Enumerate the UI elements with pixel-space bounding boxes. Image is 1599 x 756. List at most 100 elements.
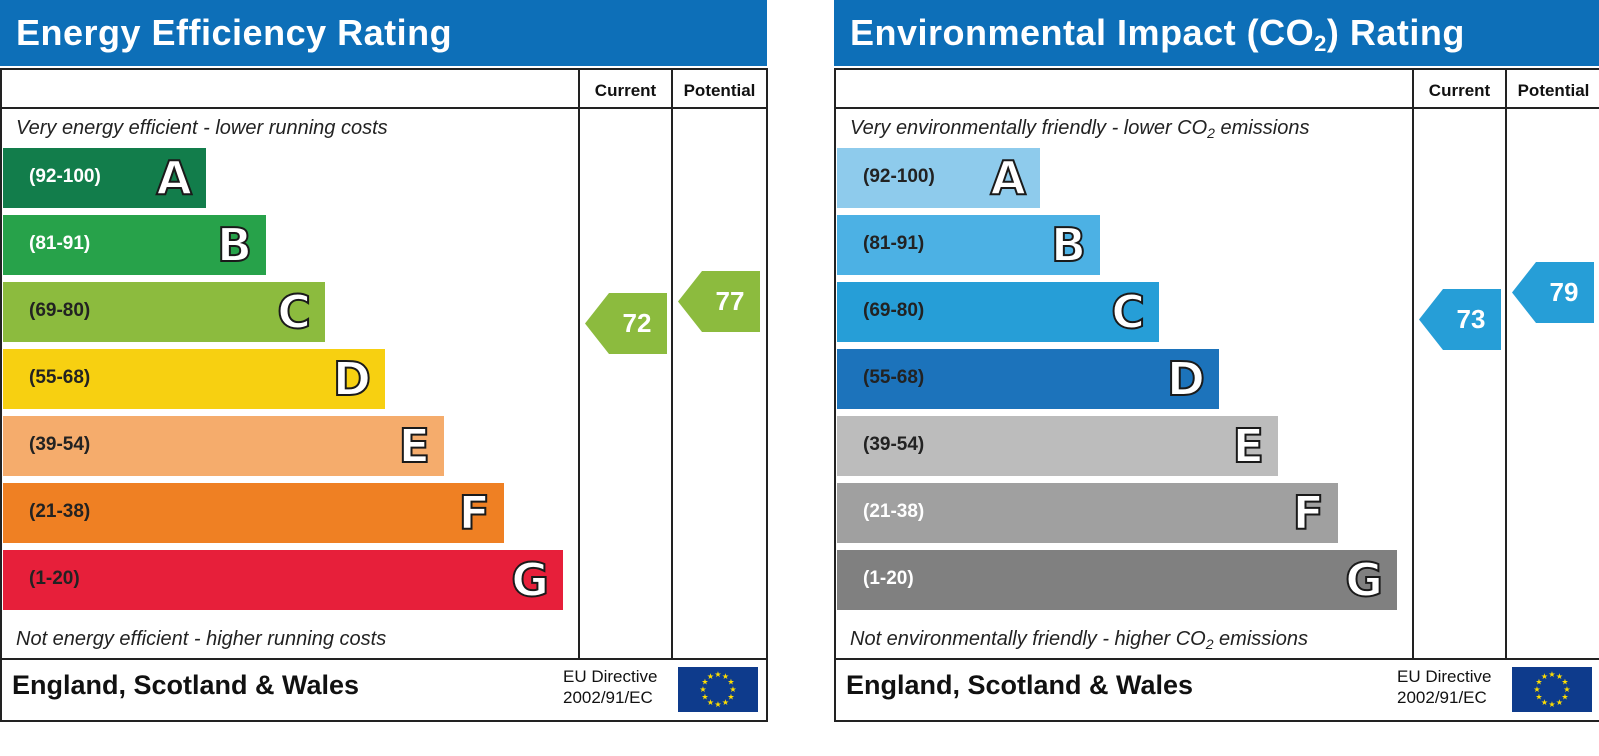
current-rating-arrow: 72 xyxy=(585,293,667,354)
top-caption: Very environmentally friendly - lower CO… xyxy=(850,117,1310,141)
rating-band-f: (21-38) F xyxy=(3,483,504,543)
band-letter-label: G xyxy=(1344,552,1384,608)
band-letter-label: B xyxy=(1050,217,1087,273)
svg-text:★: ★ xyxy=(701,678,708,687)
column-divider xyxy=(671,68,673,658)
rating-band-e: (39-54) E xyxy=(837,416,1278,476)
column-divider xyxy=(1505,68,1507,658)
band-range-label: (69-80) xyxy=(29,300,91,321)
environmental-impact-title: Environmental Impact (CO2) Rating xyxy=(850,12,1465,56)
svg-text:★: ★ xyxy=(1561,693,1568,702)
band-range-label: (92-100) xyxy=(863,166,935,187)
rating-band-e: (39-54) E xyxy=(3,416,444,476)
footer-divider xyxy=(0,658,768,660)
top-caption: Very energy efficient - lower running co… xyxy=(16,117,388,139)
footer-country: England, Scotland & Wales xyxy=(846,670,1194,700)
current-column-header: Current xyxy=(594,81,657,100)
current-rating-arrow: 73 xyxy=(1419,289,1501,350)
band-letter-label: A xyxy=(989,150,1027,206)
band-letter-label: G xyxy=(510,552,550,608)
potential-column-header: Potential xyxy=(1517,81,1590,100)
eu-directive-text: EU Directive 2002/91/EC xyxy=(563,666,657,708)
current-rating-value: 73 xyxy=(1456,304,1486,334)
eu-directive-line: EU Directive xyxy=(1397,667,1492,686)
svg-text:★: ★ xyxy=(699,685,706,694)
svg-text:★: ★ xyxy=(1541,698,1548,707)
band-letter-label: C xyxy=(276,284,312,340)
rating-band-b: (81-91) B xyxy=(837,215,1100,275)
header-divider xyxy=(834,107,1599,109)
eu-flag-icon: ★★★★★★★★★ ★ ★★ xyxy=(678,667,758,712)
band-letter-label: E xyxy=(1232,418,1265,474)
svg-text:★: ★ xyxy=(1563,685,1570,694)
rating-band-d: (55-68) D xyxy=(3,349,385,409)
svg-text:★: ★ xyxy=(707,698,714,707)
energy-efficiency-panel: Energy Efficiency Rating Current Potenti… xyxy=(0,0,768,722)
svg-text:★: ★ xyxy=(1556,672,1563,681)
footer-divider xyxy=(834,658,1599,660)
footer-country: England, Scotland & Wales xyxy=(12,670,360,700)
rating-band-a: (92-100) A xyxy=(3,148,206,208)
svg-text:★: ★ xyxy=(714,670,721,679)
band-range-label: (55-68) xyxy=(863,367,925,388)
svg-text:★: ★ xyxy=(729,685,736,694)
svg-text:★: ★ xyxy=(727,693,734,702)
svg-text:★: ★ xyxy=(1548,670,1555,679)
band-range-label: (69-80) xyxy=(863,300,925,321)
rating-band-a: (92-100) A xyxy=(837,148,1040,208)
energy-efficiency-title-bar: Energy Efficiency Rating xyxy=(0,0,767,66)
rating-band-g: (1-20) G xyxy=(3,550,563,610)
current-rating-value: 72 xyxy=(622,308,652,338)
band-range-label: (1-20) xyxy=(863,568,914,589)
rating-band-b: (81-91) B xyxy=(3,215,266,275)
rating-band-g: (1-20) G xyxy=(837,550,1397,610)
svg-text:★: ★ xyxy=(714,700,721,709)
svg-text:★: ★ xyxy=(1556,698,1563,707)
band-range-label: (21-38) xyxy=(29,501,91,522)
potential-rating-arrow: 79 xyxy=(1512,262,1594,323)
band-letter-label: A xyxy=(155,150,193,206)
eu-directive-line: EU Directive xyxy=(563,667,658,686)
rating-band-d: (55-68) D xyxy=(837,349,1219,409)
band-letter-label: C xyxy=(1110,284,1146,340)
band-letter-label: F xyxy=(458,485,491,541)
band-range-label: (39-54) xyxy=(863,434,925,455)
potential-column-header: Potential xyxy=(683,81,756,100)
band-range-label: (39-54) xyxy=(29,434,91,455)
eu-flag-icon: ★★★★★★★★★ ★ ★★ xyxy=(1512,667,1592,712)
svg-text:★: ★ xyxy=(1533,685,1540,694)
svg-text:★: ★ xyxy=(1548,700,1555,709)
eu-directive-code: 2002/91/EC xyxy=(563,688,653,707)
eu-directive-text: EU Directive 2002/91/EC xyxy=(1397,666,1491,708)
potential-rating-value: 79 xyxy=(1549,277,1579,307)
band-letter-label: D xyxy=(1166,351,1206,407)
environmental-impact-panel: Environmental Impact (CO2) Rating Curren… xyxy=(834,0,1599,722)
bottom-caption: Not energy efficient - higher running co… xyxy=(16,628,387,650)
band-range-label: (1-20) xyxy=(29,568,80,589)
svg-text:★: ★ xyxy=(1535,678,1542,687)
svg-text:★: ★ xyxy=(1541,672,1548,681)
environmental-impact-title-bar: Environmental Impact (CO2) Rating xyxy=(834,0,1599,66)
rating-band-c: (69-80) C xyxy=(837,282,1159,342)
header-divider xyxy=(0,107,768,109)
potential-rating-arrow: 77 xyxy=(678,271,760,332)
svg-text:★: ★ xyxy=(1535,693,1542,702)
band-letter-label: E xyxy=(398,418,431,474)
rating-band-c: (69-80) C xyxy=(3,282,325,342)
band-range-label: (21-38) xyxy=(863,501,925,522)
energy-efficiency-title: Energy Efficiency Rating xyxy=(16,12,453,53)
band-range-label: (55-68) xyxy=(29,367,91,388)
rating-band-f: (21-38) F xyxy=(837,483,1338,543)
svg-text:★: ★ xyxy=(727,678,734,687)
column-divider xyxy=(1412,68,1414,658)
band-range-label: (92-100) xyxy=(29,166,101,187)
svg-text:★: ★ xyxy=(1561,678,1568,687)
band-letter-label: D xyxy=(332,351,372,407)
svg-text:★: ★ xyxy=(722,698,729,707)
band-letter-label: F xyxy=(1292,485,1325,541)
svg-text:★: ★ xyxy=(722,672,729,681)
bottom-caption: Not environmentally friendly - higher CO… xyxy=(850,628,1308,652)
column-divider xyxy=(578,68,580,658)
band-letter-label: B xyxy=(216,217,253,273)
current-column-header: Current xyxy=(1428,81,1491,100)
